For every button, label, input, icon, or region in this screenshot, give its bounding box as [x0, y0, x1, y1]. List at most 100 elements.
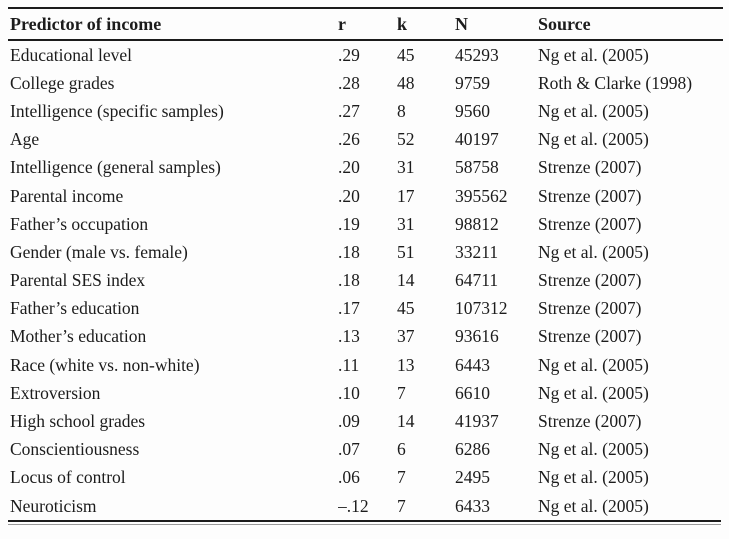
cell-n: 107312 — [455, 298, 508, 319]
cell-source: Ng et al. (2005) — [538, 129, 649, 150]
table-header-row: Predictor of income r k N Source — [8, 8, 723, 41]
column-header-n: N — [455, 8, 538, 41]
cell-k: 31 — [397, 157, 415, 178]
cell-n: 58758 — [455, 157, 499, 178]
cell-r: .11 — [338, 354, 360, 375]
cell-source: Strenze (2007) — [538, 326, 642, 347]
table-row: Race (white vs. non-white) .11 13 6443 Ng et… — [8, 351, 723, 379]
cell-predictor: Neuroticism — [10, 495, 97, 516]
cell-r: .27 — [338, 100, 360, 121]
cell-source: Strenze (2007) — [538, 298, 642, 319]
cell-predictor: Intelligence (specific samples) — [10, 100, 224, 121]
cell-source: Ng et al. (2005) — [538, 495, 649, 516]
cell-source: Strenze (2007) — [538, 270, 642, 291]
cell-k: 48 — [397, 72, 415, 93]
cell-n: 395562 — [455, 185, 508, 206]
cell-predictor: Intelligence (general samples) — [10, 157, 221, 178]
cell-r: .29 — [338, 44, 360, 65]
cell-r: .10 — [338, 382, 360, 403]
cell-n: 9759 — [455, 72, 490, 93]
cell-r: .20 — [338, 185, 360, 206]
table-bottom-rule-dark — [8, 520, 721, 523]
cell-r: .06 — [338, 467, 360, 488]
cell-r: .28 — [338, 72, 360, 93]
cell-k: 14 — [397, 270, 415, 291]
cell-n: 64711 — [455, 270, 499, 291]
cell-n: 98812 — [455, 213, 499, 234]
cell-r: .26 — [338, 129, 360, 150]
table-row: Neuroticism –.12 7 6433 Ng et al. (2005) — [8, 492, 723, 520]
cell-k: 17 — [397, 185, 415, 206]
cell-r: .09 — [338, 411, 360, 432]
cell-source: Ng et al. (2005) — [538, 354, 649, 375]
column-header-source: Source — [538, 8, 723, 41]
cell-r: .13 — [338, 326, 360, 347]
cell-k: 37 — [397, 326, 415, 347]
table-row: Father’s occupation .19 31 98812 Strenze (20… — [8, 210, 723, 238]
cell-predictor: Parental SES index — [10, 270, 146, 291]
cell-k: 52 — [397, 129, 415, 150]
cell-n: 6433 — [455, 495, 490, 516]
cell-predictor: Conscientiousness — [10, 439, 140, 460]
cell-predictor: Race (white vs. non-white) — [10, 354, 200, 375]
cell-r: .07 — [338, 439, 360, 460]
cell-predictor: Parental income — [10, 185, 124, 206]
table-row: Locus of control .06 7 2495 Ng et al. (2005) — [8, 464, 723, 492]
cell-k: 14 — [397, 411, 415, 432]
cell-predictor: Mother’s education — [10, 326, 147, 347]
cell-n: 6286 — [455, 439, 490, 460]
cell-source: Roth & Clarke (1998) — [538, 72, 693, 93]
table-row: Age .26 52 40197 Ng et al. (2005) — [8, 126, 723, 154]
cell-k: 31 — [397, 213, 415, 234]
table-row: Intelligence (general samples) .20 31 58758… — [8, 154, 723, 182]
cell-k: 45 — [397, 298, 415, 319]
table-row: Educational level .29 45 45293 Ng et al. (20… — [8, 40, 723, 69]
cell-k: 7 — [397, 467, 406, 488]
cell-n: 45293 — [455, 44, 499, 65]
paper-table-page: Predictor of income r k N Source Educati… — [0, 7, 729, 539]
table-row: College grades .28 48 9759 Roth & Clarke (19… — [8, 69, 723, 97]
cell-predictor: College grades — [10, 72, 115, 93]
cell-predictor: Father’s occupation — [10, 213, 149, 234]
cell-source: Ng et al. (2005) — [538, 467, 649, 488]
cell-predictor: Gender (male vs. female) — [10, 241, 188, 262]
cell-source: Ng et al. (2005) — [538, 439, 649, 460]
cell-k: 7 — [397, 495, 406, 516]
table-header: Predictor of income r k N Source — [8, 8, 723, 41]
table-row: Father’s education .17 45 107312 Strenze (20… — [8, 295, 723, 323]
cell-r: –.12 — [338, 495, 369, 516]
column-header-predictor: Predictor of income — [8, 8, 338, 41]
cell-predictor: Locus of control — [10, 467, 126, 488]
cell-source: Ng et al. (2005) — [538, 44, 649, 65]
table-row: Parental income .20 17 395562 Strenze (2007) — [8, 182, 723, 210]
cell-k: 13 — [397, 354, 415, 375]
cell-n: 41937 — [455, 411, 499, 432]
cell-n: 93616 — [455, 326, 499, 347]
table-row: Mother’s education .13 37 93616 Strenze (200… — [8, 323, 723, 351]
cell-n: 9560 — [455, 100, 490, 121]
cell-source: Strenze (2007) — [538, 213, 642, 234]
cell-k: 6 — [397, 439, 406, 460]
cell-source: Strenze (2007) — [538, 157, 642, 178]
income-predictors-table: Predictor of income r k N Source Educati… — [8, 7, 723, 526]
cell-source: Ng et al. (2005) — [538, 100, 649, 121]
cell-n: 6610 — [455, 382, 490, 403]
cell-source: Strenze (2007) — [538, 185, 642, 206]
cell-predictor: Father’s education — [10, 298, 140, 319]
cell-n: 33211 — [455, 241, 499, 262]
table-bottom-rule-light — [8, 524, 721, 526]
column-header-r: r — [338, 8, 397, 41]
cell-n: 6443 — [455, 354, 490, 375]
cell-k: 51 — [397, 241, 415, 262]
cell-r: .19 — [338, 213, 360, 234]
cell-predictor: Extroversion — [10, 382, 101, 403]
cell-n: 40197 — [455, 129, 499, 150]
cell-source: Strenze (2007) — [538, 411, 642, 432]
cell-r: .18 — [338, 270, 360, 291]
cell-r: .20 — [338, 157, 360, 178]
cell-k: 8 — [397, 100, 406, 121]
cell-k: 7 — [397, 382, 406, 403]
table-row: Extroversion .10 7 6610 Ng et al. (2005) — [8, 379, 723, 407]
cell-r: .18 — [338, 241, 360, 262]
cell-predictor: Age — [10, 129, 40, 150]
